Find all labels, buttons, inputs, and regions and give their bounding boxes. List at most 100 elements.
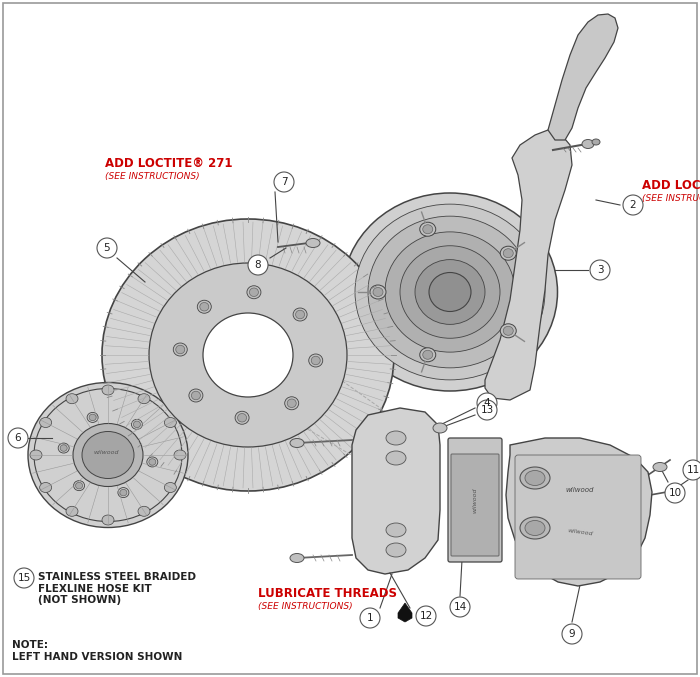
Ellipse shape [40, 483, 52, 492]
Ellipse shape [420, 348, 436, 362]
Ellipse shape [290, 554, 304, 563]
FancyBboxPatch shape [515, 455, 641, 579]
Ellipse shape [149, 459, 156, 465]
Ellipse shape [285, 397, 299, 410]
Ellipse shape [386, 431, 406, 445]
Polygon shape [506, 438, 652, 586]
Ellipse shape [423, 350, 433, 359]
Ellipse shape [164, 483, 176, 492]
Ellipse shape [118, 487, 129, 498]
Ellipse shape [197, 300, 211, 313]
Circle shape [450, 597, 470, 617]
Text: 8: 8 [255, 260, 261, 270]
Ellipse shape [199, 303, 209, 311]
Ellipse shape [174, 450, 186, 460]
Text: LUBRICATE THREADS: LUBRICATE THREADS [258, 587, 397, 600]
Ellipse shape [385, 232, 515, 352]
Ellipse shape [592, 139, 600, 145]
Text: STAINLESS STEEL BRAIDED
FLEXLINE HOSE KIT
(NOT SHOWN): STAINLESS STEEL BRAIDED FLEXLINE HOSE KI… [38, 572, 196, 605]
Text: 11: 11 [687, 465, 699, 475]
Ellipse shape [102, 219, 394, 491]
Circle shape [97, 238, 117, 258]
Ellipse shape [191, 391, 200, 399]
Ellipse shape [500, 324, 516, 338]
Ellipse shape [433, 423, 447, 433]
Text: ADD LOCTITE® 271: ADD LOCTITE® 271 [105, 157, 232, 170]
Text: ADD LOCTITE® 271: ADD LOCTITE® 271 [642, 179, 700, 192]
Ellipse shape [386, 451, 406, 465]
Ellipse shape [312, 356, 320, 365]
Text: wilwood: wilwood [566, 487, 594, 493]
Text: NOTE:
LEFT HAND VERSION SHOWN: NOTE: LEFT HAND VERSION SHOWN [12, 640, 183, 661]
Ellipse shape [503, 248, 513, 258]
Ellipse shape [149, 263, 347, 447]
Ellipse shape [138, 506, 150, 517]
Circle shape [590, 260, 610, 280]
Ellipse shape [287, 399, 296, 408]
Ellipse shape [189, 389, 203, 402]
Ellipse shape [174, 343, 188, 356]
Ellipse shape [386, 543, 406, 557]
Text: 5: 5 [104, 243, 111, 253]
Ellipse shape [60, 445, 67, 452]
Ellipse shape [138, 394, 150, 403]
Ellipse shape [73, 424, 143, 487]
Ellipse shape [120, 489, 127, 496]
Text: 10: 10 [668, 488, 682, 498]
Circle shape [477, 400, 497, 420]
Circle shape [562, 624, 582, 644]
Ellipse shape [368, 216, 532, 368]
Text: (SEE INSTRUCTIONS): (SEE INSTRUCTIONS) [642, 194, 700, 203]
Ellipse shape [235, 411, 249, 424]
Circle shape [274, 172, 294, 192]
Text: 3: 3 [596, 265, 603, 275]
Ellipse shape [520, 517, 550, 539]
Ellipse shape [295, 310, 304, 319]
Ellipse shape [503, 326, 513, 335]
Text: wilwood: wilwood [473, 487, 477, 512]
Ellipse shape [520, 467, 550, 489]
Ellipse shape [102, 515, 114, 525]
Ellipse shape [28, 383, 188, 527]
Ellipse shape [82, 431, 134, 479]
Ellipse shape [132, 419, 142, 429]
Ellipse shape [58, 443, 69, 453]
Ellipse shape [176, 345, 185, 354]
Ellipse shape [667, 487, 677, 494]
Ellipse shape [309, 354, 323, 367]
Text: 7: 7 [281, 177, 287, 187]
FancyBboxPatch shape [451, 454, 499, 556]
Ellipse shape [134, 421, 141, 428]
Ellipse shape [66, 506, 78, 517]
Text: 15: 15 [18, 573, 31, 583]
Ellipse shape [653, 462, 667, 471]
Ellipse shape [293, 308, 307, 321]
Ellipse shape [400, 246, 500, 338]
Ellipse shape [203, 313, 293, 397]
Circle shape [360, 608, 380, 628]
Ellipse shape [373, 288, 383, 297]
Circle shape [8, 428, 28, 448]
Ellipse shape [66, 394, 78, 403]
Ellipse shape [386, 523, 406, 537]
Polygon shape [485, 130, 572, 400]
Ellipse shape [429, 273, 471, 311]
Ellipse shape [40, 418, 52, 427]
Ellipse shape [500, 246, 516, 260]
Text: 9: 9 [568, 629, 575, 639]
Ellipse shape [525, 471, 545, 485]
Text: wilwood: wilwood [567, 528, 593, 536]
Circle shape [248, 255, 268, 275]
Ellipse shape [147, 457, 158, 467]
Text: 12: 12 [419, 611, 433, 621]
Ellipse shape [89, 414, 96, 420]
Circle shape [14, 568, 34, 588]
Text: (SEE INSTRUCTIONS): (SEE INSTRUCTIONS) [258, 602, 353, 611]
Ellipse shape [87, 412, 98, 422]
Text: 14: 14 [454, 602, 467, 612]
Circle shape [665, 483, 685, 503]
Text: 1: 1 [367, 613, 373, 623]
Ellipse shape [249, 288, 258, 297]
Ellipse shape [342, 193, 557, 391]
FancyBboxPatch shape [448, 438, 502, 562]
